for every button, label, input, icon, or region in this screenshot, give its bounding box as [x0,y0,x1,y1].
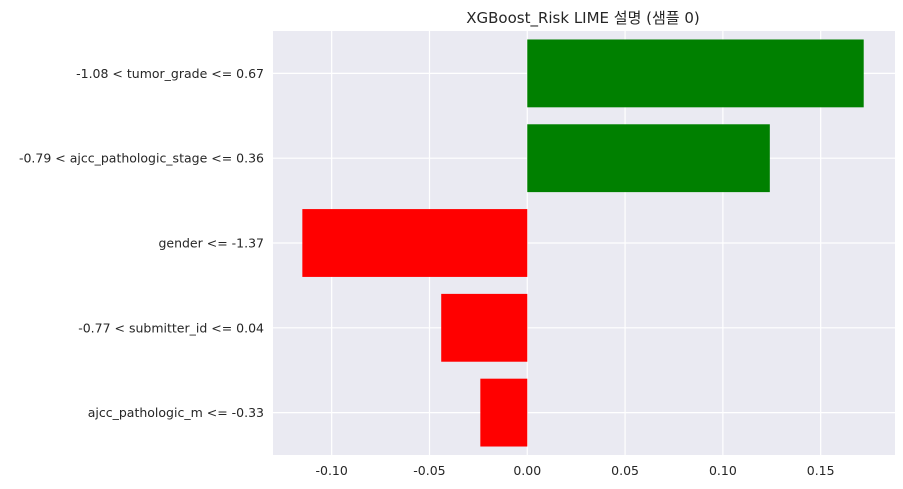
x-tick-labels: -0.10 -0.05 0.00 0.05 0.10 0.15 [316,463,835,478]
bar-4 [480,378,528,447]
bar-0 [527,39,864,108]
x-tick-label: 0.15 [807,463,835,478]
x-tick-label: -0.05 [413,463,445,478]
x-tick-label: 0.00 [513,463,541,478]
bar-2 [302,209,528,277]
bar-1 [527,124,770,193]
chart-title: XGBoost_Risk LIME 설명 (샘플 0) [466,9,700,28]
y-tick-label: gender <= -1.37 [158,236,264,251]
x-tick-label: 0.10 [709,463,737,478]
bars-group [302,39,864,447]
y-tick-labels: -1.08 < tumor_grade <= 0.67 -0.79 < ajcc_… [19,66,264,420]
x-tick-label: -0.10 [316,463,348,478]
y-tick-label: -0.79 < ajcc_pathologic_stage <= 0.36 [19,151,264,166]
x-tick-label: 0.05 [611,463,639,478]
bar-3 [441,293,528,362]
y-tick-label: -0.77 < submitter_id <= 0.04 [78,320,264,335]
y-tick-label: ajcc_pathologic_m <= -0.33 [88,405,264,420]
y-tick-label: -1.08 < tumor_grade <= 0.67 [76,66,264,81]
